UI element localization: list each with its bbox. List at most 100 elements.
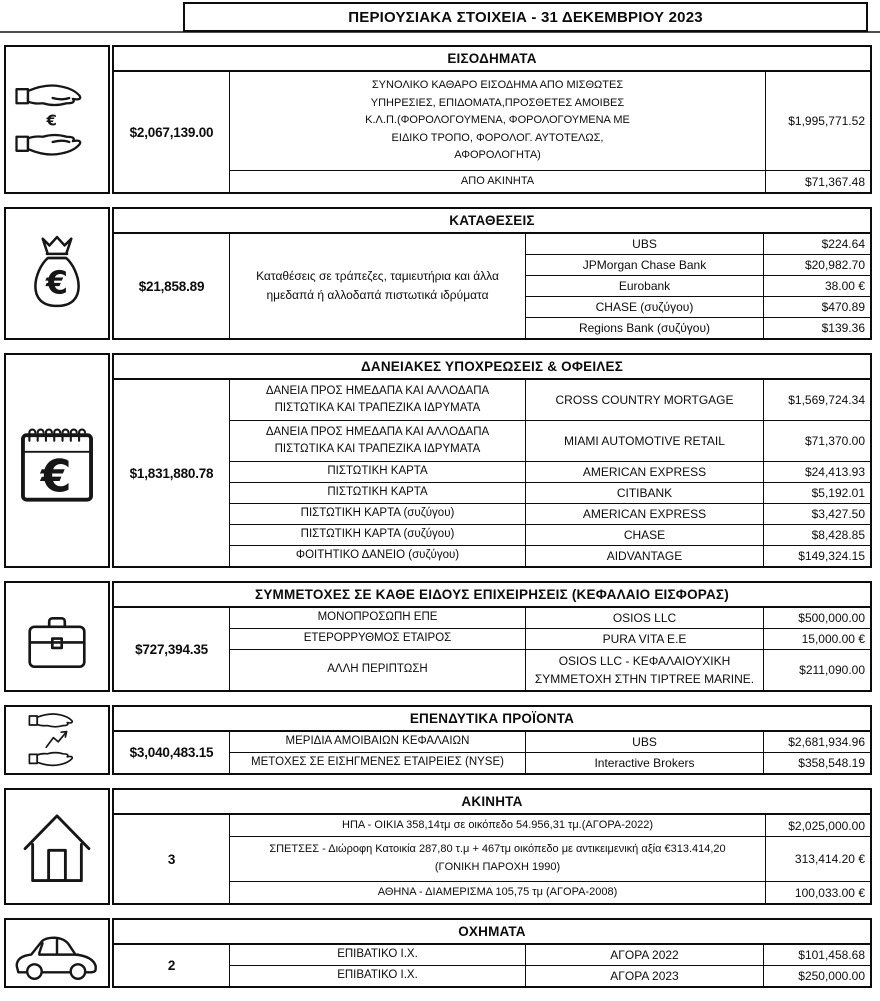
section-real-estate: ΑΚΙΝΗΤΑ 3 ΗΠΑ - ΟΙΚΙΑ 358,14τμ σε οικόπεδο… [4, 788, 872, 905]
section-table: ΚΑΤΑΘΕΣΕΙΣ $21,858.89 Καταθέσεις σε τράπεζ… [112, 207, 872, 340]
row-entity: JPMorgan Chase Bank [526, 255, 764, 275]
section-table: ΑΚΙΝΗΤΑ 3 ΗΠΑ - ΟΙΚΙΑ 358,14τμ σε οικόπεδο… [112, 788, 872, 905]
table-row: ΠΙΣΤΩΤΙΚΗ ΚΑΡΤΑ (συζύγου) AMERICAN EXPRES… [230, 504, 870, 525]
section-header: ΕΙΣΟΔΗΜΑΤΑ [114, 47, 870, 72]
row-value: $470.89 [821, 300, 865, 314]
row-entity: CITIBANK [526, 483, 764, 503]
section-total: $727,394.35 [114, 608, 230, 690]
table-row: ΕΤΕΡΟΡΡΥΘΜΟΣ ΕΤΑΙΡΟΣ PURA VITA E.E 15,000.… [230, 629, 870, 650]
table-row: ΠΙΣΤΩΤΙΚΗ ΚΑΡΤΑ CITIBANK $5,192.01 [230, 483, 870, 504]
giving-hands-euro-icon: € [4, 45, 110, 194]
svg-text:€: € [45, 263, 68, 301]
row-value: $71,370.00 [804, 434, 865, 448]
section-body: 2 ΕΠΙΒΑΤΙΚΟ Ι.Χ. ΑΓΟΡΑ 2022 $101,458.68 ΕΠΙΒ… [114, 945, 870, 986]
row-value: $8,428.85 [811, 528, 865, 542]
section-description: Καταθέσεις σε τράπεζες, ταμιευτήρια και … [230, 234, 526, 338]
row-description: ΠΙΣΤΩΤΙΚΗ ΚΑΡΤΑ (συζύγου) [230, 504, 526, 524]
house-icon [4, 788, 110, 905]
row-value: 15,000.00 € [801, 632, 865, 646]
row-value: $2,681,934.96 [788, 735, 865, 749]
rows-container: ΕΠΙΒΑΤΙΚΟ Ι.Χ. ΑΓΟΡΑ 2022 $101,458.68 ΕΠΙΒΑ… [230, 945, 870, 986]
rows-container: ΣΥΝΟΛΙΚΟ ΚΑΘΑΡΟ ΕΙΣΟΔΗΜΑ ΑΠΟ ΜΙΣΘΩΤΕΣ ΥΠ… [230, 72, 870, 192]
row-value: 313,414.20 € [794, 852, 865, 866]
row-value: $1,569,724.34 [788, 393, 865, 407]
row-entity: ΑΓΟΡΑ 2022 [526, 945, 764, 965]
section-body: $3,040,483.15 ΜΕΡΙΔΙΑ ΑΜΟΙΒΑΙΩΝ ΚΕΦΑΛΑΙΩΝ… [114, 732, 870, 773]
row-value: $101,458.68 [798, 948, 865, 962]
section-business-participations: ΣΥΜΜΕΤΟΧΕΣ ΣΕ ΚΑΘΕ ΕΙΔΟΥΣ ΕΠΙΧΕΙΡΗΣΕΙΣ (… [4, 581, 872, 692]
section-table: ΕΙΣΟΔΗΜΑΤΑ $2,067,139.00 ΣΥΝΟΛΙΚΟ ΚΑΘΑΡΟ Ε… [112, 45, 872, 194]
row-value: 38.00 € [824, 279, 865, 293]
section-investments: ΕΠΕΝΔΥΤΙΚΑ ΠΡΟΪΟΝΤΑ $3,040,483.15 ΜΕΡΙΔΙΑ … [4, 705, 872, 775]
svg-text:€: € [46, 111, 57, 129]
row-value: $3,427.50 [811, 507, 865, 521]
table-row: ΕΠΙΒΑΤΙΚΟ Ι.Χ. ΑΓΟΡΑ 2022 $101,458.68 [230, 945, 870, 966]
row-description: ΜΕΡΙΔΙΑ ΑΜΟΙΒΑΙΩΝ ΚΕΦΑΛΑΙΩΝ [230, 732, 526, 752]
table-row: ΗΠΑ - ΟΙΚΙΑ 358,14τμ σε οικόπεδο 54.956,… [230, 815, 870, 837]
row-entity: CROSS COUNTRY MORTGAGE [526, 380, 764, 420]
row-description: ΜΕΤΟΧΕΣ ΣΕ ΕΙΣΗΓΜΕΝΕΣ ΕΤΑΙΡΕΙΕΣ (NYSE) [230, 753, 526, 773]
table-row: ΑΠΟ ΑΚΙΝΗΤΑ $71,367.48 [230, 171, 870, 192]
row-entity: AIDVANTAGE [526, 546, 764, 566]
briefcase-icon [4, 581, 110, 692]
section-vehicles: ΟΧΗΜΑΤΑ 2 ΕΠΙΒΑΤΙΚΟ Ι.Χ. ΑΓΟΡΑ 2022 $101,458… [4, 918, 872, 988]
table-row: ΠΙΣΤΩΤΙΚΗ ΚΑΡΤΑ (συζύγου) CHASE $8,428.85 [230, 525, 870, 546]
table-row: ΜΕΤΟΧΕΣ ΣΕ ΕΙΣΗΓΜΕΝΕΣ ΕΤΑΙΡΕΙΕΣ (NYSE) In… [230, 753, 870, 773]
row-description: ΑΛΛΗ ΠΕΡΙΠΤΩΣΗ [230, 650, 526, 690]
row-entity: Interactive Brokers [526, 753, 764, 773]
row-value: $358,548.19 [798, 756, 865, 770]
row-entity: AMERICAN EXPRESS [526, 462, 764, 482]
table-row: UBS $224.64 [526, 234, 870, 255]
row-description: ΦΟΙΤΗΤΙΚΟ ΔΑΝΕΙΟ (συζύγου) [230, 546, 526, 566]
table-row: CHASE (συζύγου) $470.89 [526, 297, 870, 318]
svg-text:€: € [40, 451, 72, 502]
section-total: $1,831,880.78 [114, 380, 230, 566]
section-body: 3 ΗΠΑ - ΟΙΚΙΑ 358,14τμ σε οικόπεδο 54.956… [114, 815, 870, 903]
row-description: ΠΙΣΤΩΤΙΚΗ ΚΑΡΤΑ [230, 462, 526, 482]
row-description: ΠΙΣΤΩΤΙΚΗ ΚΑΡΤΑ [230, 483, 526, 503]
section-total: $21,858.89 [114, 234, 230, 338]
table-row: ΔΑΝΕΙΑ ΠΡΟΣ ΗΜΕΔΑΠΑ ΚΑΙ ΑΛΛΟΔΑΠΑ ΠΙΣΤΩΤΙ… [230, 380, 870, 421]
section-income: € ΕΙΣΟΔΗΜΑΤΑ $2,067,139.00 ΣΥΝΟΛΙΚΟ ΚΑΘΑΡΟ … [4, 45, 872, 194]
row-entity: ΑΓΟΡΑ 2023 [526, 966, 764, 986]
table-row: ΔΑΝΕΙΑ ΠΡΟΣ ΗΜΕΔΑΠΑ ΚΑΙ ΑΛΛΟΔΑΠΑ ΠΙΣΤΩΤΙ… [230, 421, 870, 462]
row-entity: OSIOS LLC - ΚΕΦΑΛΑΙΟΥΧΙΚΗ ΣΥΜΜΕΤΟΧΗ ΣΤΗΝ… [526, 650, 764, 690]
section-deposits: € ΚΑΤΑΘΕΣΕΙΣ $21,858.89 Καταθέσεις σε τράπε… [4, 207, 872, 340]
section-header: ΑΚΙΝΗΤΑ [114, 790, 870, 815]
table-row: JPMorgan Chase Bank $20,982.70 [526, 255, 870, 276]
row-entity: AMERICAN EXPRESS [526, 504, 764, 524]
section-header: ΕΠΕΝΔΥΤΙΚΑ ΠΡΟΪΟΝΤΑ [114, 707, 870, 732]
title-band: ΠΕΡΙΟΥΣΙΑΚΑ ΣΤΟΙΧΕΙΑ - 31 ΔΕΚΕΜΒΡΙΟΥ 202… [0, 2, 880, 33]
row-value: $20,982.70 [804, 258, 865, 272]
section-header: ΔΑΝΕΙΑΚΕΣ ΥΠΟΧΡΕΩΣΕΙΣ & ΟΦΕΙΛΕΣ [114, 355, 870, 380]
row-value: $211,090.00 [799, 663, 865, 677]
money-bag-euro-icon: € [4, 207, 110, 340]
row-value: $139.36 [821, 321, 865, 335]
section-total: $3,040,483.15 [114, 732, 230, 773]
row-entity: UBS [526, 732, 764, 752]
row-description: ΗΠΑ - ΟΙΚΙΑ 358,14τμ σε οικόπεδο 54.956,… [230, 815, 766, 836]
section-total: 3 [114, 815, 230, 903]
section-total: 2 [114, 945, 230, 986]
section-body: $727,394.35 ΜΟΝΟΠΡΟΣΩΠΗ ΕΠΕ OSIOS LLC $500,… [114, 608, 870, 690]
row-entity: MIAMI AUTOMOTIVE RETAIL [526, 421, 764, 461]
table-row: ΑΘΗΝΑ - ΔΙΑΜΕΡΙΣΜΑ 105,75 τμ (ΑΓΟΡΑ-2008… [230, 882, 870, 903]
table-row: ΑΛΛΗ ΠΕΡΙΠΤΩΣΗ OSIOS LLC - ΚΕΦΑΛΑΙΟΥΧΙΚΗ … [230, 650, 870, 690]
section-header: ΟΧΗΜΑΤΑ [114, 920, 870, 945]
row-entity: Eurobank [526, 276, 764, 296]
row-value: $224.64 [821, 237, 865, 251]
table-row: ΦΟΙΤΗΤΙΚΟ ΔΑΝΕΙΟ (συζύγου) AIDVANTAGE $149… [230, 546, 870, 566]
section-header: ΚΑΤΑΘΕΣΕΙΣ [114, 209, 870, 234]
section-header: ΣΥΜΜΕΤΟΧΕΣ ΣΕ ΚΑΘΕ ΕΙΔΟΥΣ ΕΠΙΧΕΙΡΗΣΕΙΣ (… [114, 583, 870, 608]
section-total: $2,067,139.00 [114, 72, 230, 192]
row-description: ΠΙΣΤΩΤΙΚΗ ΚΑΡΤΑ (συζύγου) [230, 525, 526, 545]
car-icon [4, 918, 110, 988]
row-value: $1,995,771.52 [788, 114, 865, 128]
row-description: ΕΠΙΒΑΤΙΚΟ Ι.Χ. [230, 945, 526, 965]
row-description: ΔΑΝΕΙΑ ΠΡΟΣ ΗΜΕΔΑΠΑ ΚΑΙ ΑΛΛΟΔΑΠΑ ΠΙΣΤΩΤΙ… [230, 421, 526, 461]
row-value: $250,000.00 [798, 969, 865, 983]
row-value: $24,413.93 [804, 465, 865, 479]
row-entity: OSIOS LLC [526, 608, 764, 628]
row-value: $71,367.48 [804, 174, 865, 189]
row-entity: CHASE (συζύγου) [526, 297, 764, 317]
